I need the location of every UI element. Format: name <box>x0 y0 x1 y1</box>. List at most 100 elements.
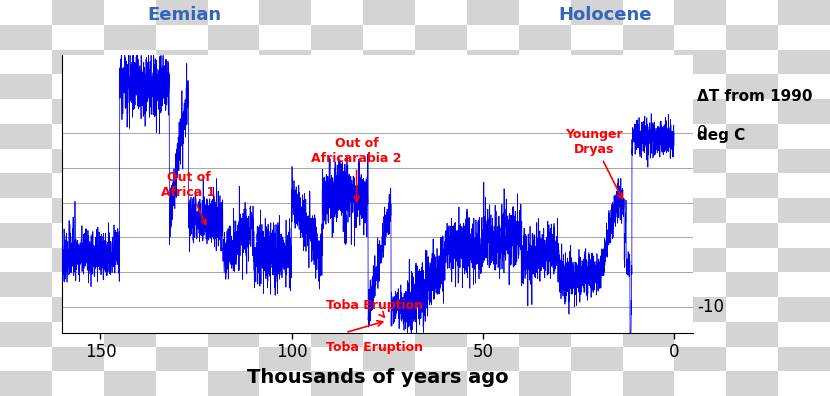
Bar <box>622 371 675 396</box>
Bar <box>415 248 466 272</box>
Bar <box>156 74 208 99</box>
Bar <box>364 346 415 371</box>
Bar <box>104 371 156 396</box>
Bar <box>622 50 675 74</box>
Bar <box>415 198 466 223</box>
Bar <box>571 50 622 74</box>
Bar <box>311 124 364 148</box>
Bar <box>675 198 726 223</box>
Bar <box>726 297 779 322</box>
Bar <box>364 50 415 74</box>
Bar <box>208 124 260 148</box>
Text: Holocene: Holocene <box>559 6 652 24</box>
Bar <box>51 346 104 371</box>
Bar <box>208 223 260 248</box>
Bar <box>51 0 104 25</box>
Bar <box>466 99 519 124</box>
Bar <box>156 322 208 346</box>
Bar <box>208 322 260 346</box>
Bar <box>571 322 622 346</box>
Bar <box>675 99 726 124</box>
Bar <box>51 248 104 272</box>
Bar <box>260 272 311 297</box>
Bar <box>415 371 466 396</box>
Bar <box>156 173 208 198</box>
Bar <box>156 25 208 50</box>
Bar <box>726 25 779 50</box>
Bar <box>311 248 364 272</box>
Bar <box>726 124 779 148</box>
Bar <box>726 148 779 173</box>
Bar <box>571 173 622 198</box>
Bar <box>260 50 311 74</box>
Bar <box>156 297 208 322</box>
Bar <box>779 272 830 297</box>
Bar <box>519 198 571 223</box>
Bar <box>260 322 311 346</box>
Bar <box>675 74 726 99</box>
Bar <box>675 173 726 198</box>
Bar <box>779 346 830 371</box>
Bar <box>260 198 311 223</box>
Bar <box>779 371 830 396</box>
Bar <box>156 346 208 371</box>
Bar <box>311 25 364 50</box>
Bar <box>0 272 51 297</box>
Bar <box>726 173 779 198</box>
Bar <box>779 223 830 248</box>
Bar <box>0 25 51 50</box>
Bar <box>466 272 519 297</box>
Bar <box>208 371 260 396</box>
Bar <box>779 25 830 50</box>
Bar <box>51 371 104 396</box>
Bar <box>779 0 830 25</box>
Bar <box>104 248 156 272</box>
Bar <box>622 25 675 50</box>
Bar <box>364 173 415 198</box>
Bar <box>675 223 726 248</box>
Bar <box>726 198 779 223</box>
Bar <box>260 371 311 396</box>
Bar <box>364 371 415 396</box>
Bar <box>519 223 571 248</box>
Bar <box>104 74 156 99</box>
Bar <box>260 223 311 248</box>
Bar <box>156 0 208 25</box>
Bar <box>622 223 675 248</box>
Bar <box>104 148 156 173</box>
Bar <box>104 223 156 248</box>
Bar <box>779 148 830 173</box>
Bar <box>519 50 571 74</box>
Bar <box>519 322 571 346</box>
Text: Out of
Africarabia 2: Out of Africarabia 2 <box>311 137 402 202</box>
Bar <box>779 124 830 148</box>
Bar <box>726 272 779 297</box>
Bar <box>51 74 104 99</box>
Bar <box>0 198 51 223</box>
Bar <box>726 322 779 346</box>
Bar <box>311 297 364 322</box>
Bar <box>0 148 51 173</box>
Bar <box>260 173 311 198</box>
Bar <box>311 371 364 396</box>
Bar <box>519 272 571 297</box>
Bar <box>208 173 260 198</box>
Bar <box>466 198 519 223</box>
Bar <box>571 198 622 223</box>
Bar <box>726 346 779 371</box>
Bar <box>622 297 675 322</box>
Bar <box>415 148 466 173</box>
Bar <box>156 148 208 173</box>
Bar <box>156 272 208 297</box>
Bar <box>519 297 571 322</box>
Text: Toba Eruption: Toba Eruption <box>326 299 423 317</box>
Bar <box>311 223 364 248</box>
Text: Out of
Africa 1: Out of Africa 1 <box>161 171 216 225</box>
Bar <box>726 0 779 25</box>
Bar <box>0 50 51 74</box>
Bar <box>51 297 104 322</box>
Bar <box>0 346 51 371</box>
Bar <box>156 99 208 124</box>
Bar <box>51 124 104 148</box>
Text: 0: 0 <box>697 124 708 143</box>
